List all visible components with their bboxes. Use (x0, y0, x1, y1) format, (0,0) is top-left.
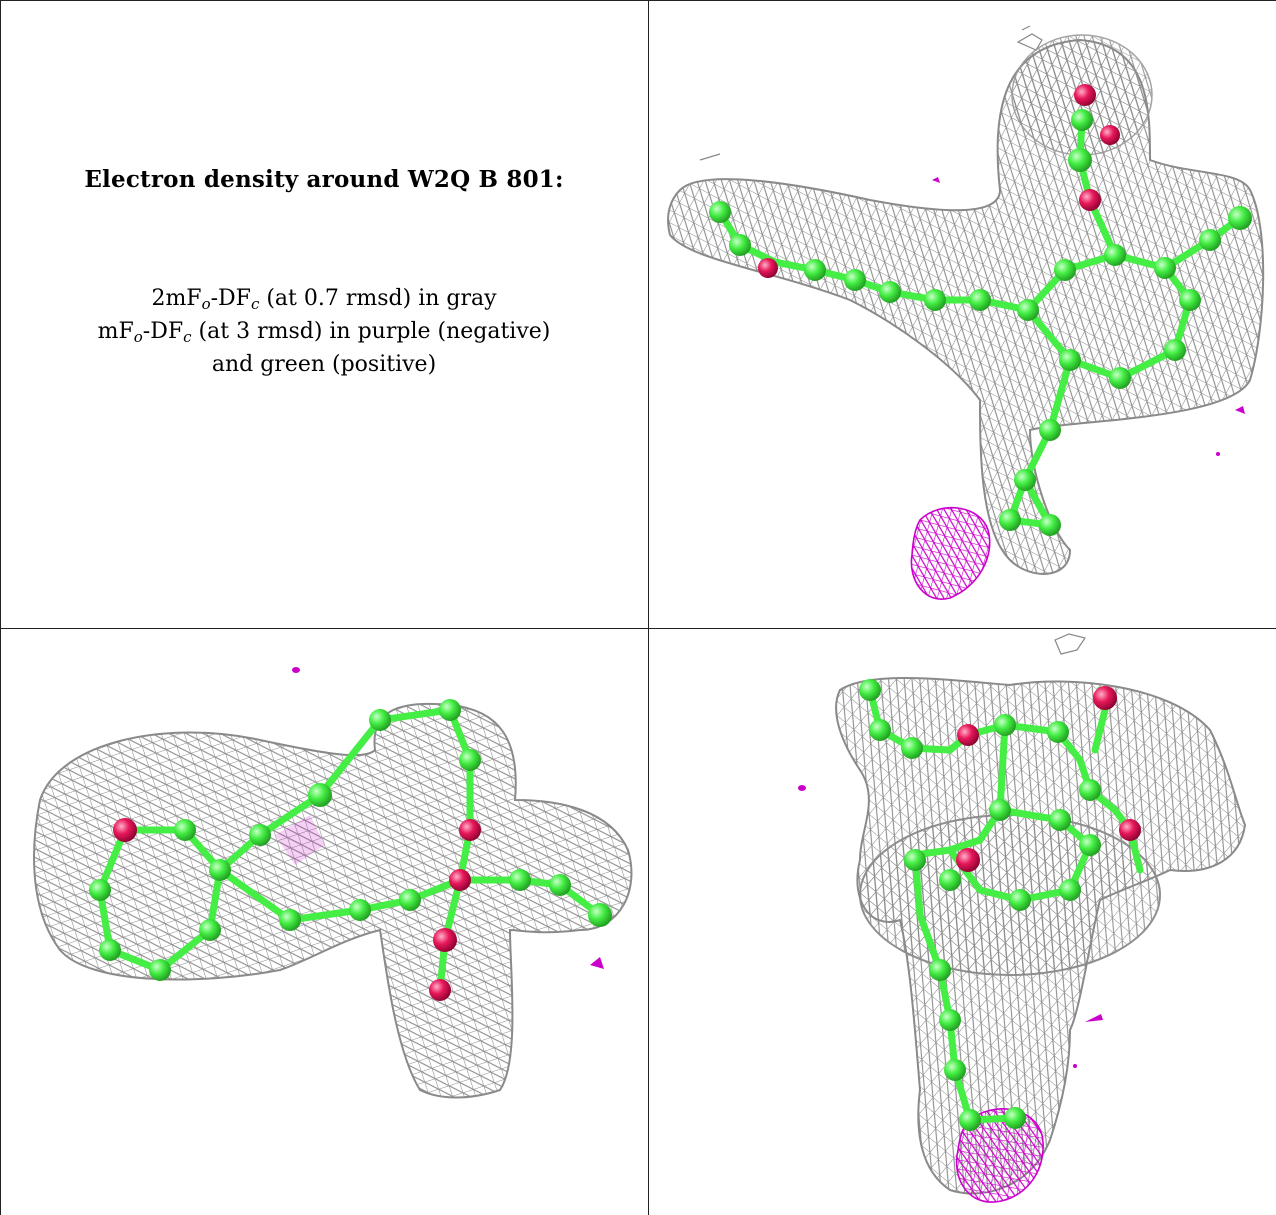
border-top (0, 0, 1276, 1)
figure-title: Electron density around W2Q B 801: (84, 166, 564, 193)
negative-density-specks (275, 667, 604, 969)
legend-line-purple: mFo-DFc (at 3 rmsd) in purple (negative) (97, 319, 551, 346)
gray-density-mesh (33, 702, 633, 1099)
negative-density-specks (932, 177, 1245, 456)
ligand-atoms (89, 699, 612, 1001)
divider-vertical (648, 0, 649, 1215)
caption-cell: Electron density around W2Q B 801: 2mFo-… (0, 0, 648, 628)
gray-density-mesh (835, 677, 1247, 1195)
legend-line-gray: 2mFo-DFc (at 0.7 rmsd) in gray (151, 286, 497, 313)
stray-mesh-fragments (1054, 633, 1086, 655)
ligand-atoms (709, 84, 1252, 536)
density-view-bottom-right (650, 630, 1276, 1215)
density-view-bottom-left (0, 630, 648, 1215)
density-view-top-right (650, 0, 1276, 628)
negative-density-specks (798, 785, 1103, 1068)
negative-density-blob (910, 506, 991, 600)
legend-line-green: and green (positive) (211, 352, 437, 377)
gray-density-mesh (667, 34, 1265, 575)
border-left (0, 0, 1, 1215)
divider-horizontal (0, 628, 1276, 629)
legend-text: 2mFo-DFc (at 0.7 rmsd) in gray mFo-DFc (… (0, 282, 648, 381)
ligand-atoms (859, 679, 1141, 1131)
stray-mesh-fragments (699, 25, 1043, 161)
